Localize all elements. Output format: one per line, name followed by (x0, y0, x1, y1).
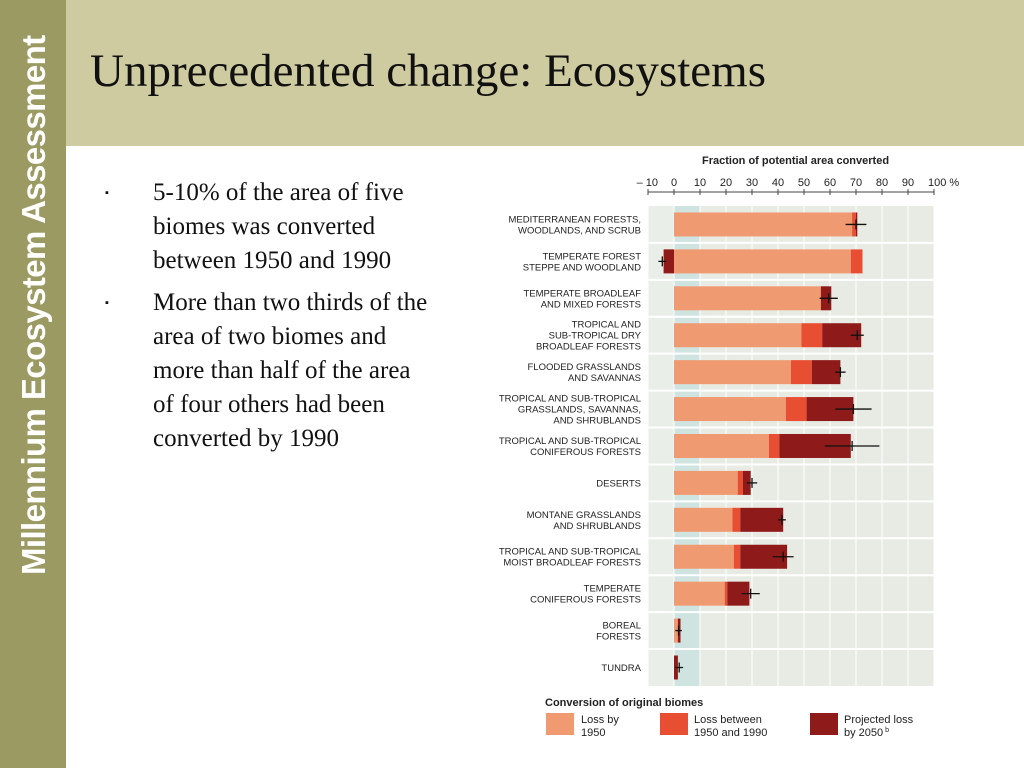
bullet-text: More than two thirds of the area of two … (153, 289, 428, 452)
legend-title: Conversion of original biomes (545, 697, 703, 709)
category-label: FLOODED GRASSLANDS (528, 362, 642, 373)
category-label: BROADLEAF FORESTS (536, 342, 641, 353)
x-tick-label: 50 (798, 177, 810, 189)
bar-by1950 (674, 507, 733, 532)
legend-label: 1950 (581, 727, 605, 739)
bar-between (791, 360, 812, 385)
category-label: TROPICAL AND SUB-TROPICAL (499, 394, 641, 405)
x-tick-label: 30 (746, 177, 758, 189)
bullet-item: ▪ More than two thirds of the area of tw… (103, 286, 433, 456)
category-label: MOIST BROADLEAF FORESTS (503, 558, 641, 569)
bar-between (801, 323, 823, 348)
sidebar: Millennium Ecosystem Assessment (0, 0, 66, 768)
legend-swatch-between (660, 713, 688, 735)
bar-by1950 (674, 397, 786, 422)
category-label: SUB-TROPICAL DRY (549, 331, 642, 342)
bar-between (737, 470, 743, 495)
bar-by1950 (674, 249, 851, 274)
bullet-marker: ▪ (105, 187, 109, 199)
bar-between (850, 249, 863, 274)
legend-label: Loss by (581, 714, 619, 726)
legend-swatch-by1950 (546, 713, 574, 735)
x-tick-label: 20 (720, 177, 732, 189)
category-label: CONIFEROUS FORESTS (530, 447, 641, 458)
bar-by1950 (674, 433, 769, 458)
category-label: STEPPE AND WOODLAND (523, 262, 641, 273)
legend-label: 1950 and 1990 (694, 727, 767, 739)
x-tick-label: 90 (902, 177, 914, 189)
x-tick-label: – 10 (637, 177, 658, 189)
x-tick-label: 70 (850, 177, 862, 189)
bar-by1950 (674, 212, 853, 237)
category-label: AND SHRUBLANDS (553, 416, 641, 427)
x-tick-label: 60 (824, 177, 836, 189)
category-label: MONTANE GRASSLANDS (527, 510, 641, 521)
negative-region-background (648, 206, 674, 686)
sidebar-title: Millennium Ecosystem Assessment (15, 35, 52, 575)
bar-by1950 (674, 581, 725, 606)
legend-label: Projected loss (844, 714, 914, 726)
legend-swatch-projected (810, 713, 838, 735)
category-label: TEMPERATE BROADLEAF (523, 288, 641, 299)
legend-label: by 2050 b (844, 727, 889, 739)
biome-conversion-chart: Fraction of potential area converted – 10… (499, 155, 960, 739)
category-label: AND MIXED FORESTS (541, 299, 641, 310)
bullet-item: ▪ 5-10% of the area of five biomes was c… (103, 176, 433, 278)
bar-projected (727, 581, 750, 606)
bar-between (768, 433, 780, 458)
legend-superscript: b (885, 727, 889, 734)
bar-between (733, 544, 741, 569)
category-label: TROPICAL AND SUB-TROPICAL (499, 436, 641, 447)
category-label: MEDITERRANEAN FORESTS, (509, 214, 642, 225)
x-tick-label: 40 (772, 177, 784, 189)
bar-by1950 (674, 323, 802, 348)
bar-by1950 (674, 544, 734, 569)
x-tick-label: 10 (694, 177, 706, 189)
category-label: BOREAL (602, 621, 641, 632)
category-label: FORESTS (596, 632, 641, 643)
category-label: DESERTS (596, 478, 641, 489)
bullet-text: 5-10% of the area of five biomes was con… (153, 179, 404, 274)
slide-title: Unprecedented change: Ecosystems (90, 45, 767, 97)
chart-title: Fraction of potential area converted (702, 155, 889, 167)
category-label: TUNDRA (601, 663, 641, 674)
category-label: TROPICAL AND (572, 320, 641, 331)
bar-between (785, 397, 807, 422)
category-label: AND SHRUBLANDS (553, 521, 641, 532)
bullet-marker: ▪ (105, 297, 109, 309)
bar-by1950 (674, 360, 791, 385)
x-tick-label: 80 (876, 177, 888, 189)
header-band (66, 0, 1024, 146)
bar-between (732, 507, 741, 532)
legend-label: Loss between (694, 714, 762, 726)
bar-projected (740, 507, 784, 532)
category-label: AND SAVANNAS (568, 373, 641, 384)
bar-by1950 (674, 470, 738, 495)
bar-between (724, 581, 728, 606)
bullet-list: ▪ 5-10% of the area of five biomes was c… (103, 176, 433, 464)
bar-projected (663, 249, 674, 274)
category-label: TEMPERATE FOREST (542, 251, 641, 262)
category-label: CONIFEROUS FORESTS (530, 595, 641, 606)
category-label: WOODLANDS, AND SCRUB (518, 225, 641, 236)
category-label: GRASSLANDS, SAVANNAS, (518, 405, 641, 416)
x-tick-label: 0 (671, 177, 677, 189)
category-label: TEMPERATE (584, 584, 641, 595)
bar-by1950 (674, 286, 821, 311)
x-tick-label: 100 % (928, 177, 959, 189)
category-label: TROPICAL AND SUB-TROPICAL (499, 547, 641, 558)
